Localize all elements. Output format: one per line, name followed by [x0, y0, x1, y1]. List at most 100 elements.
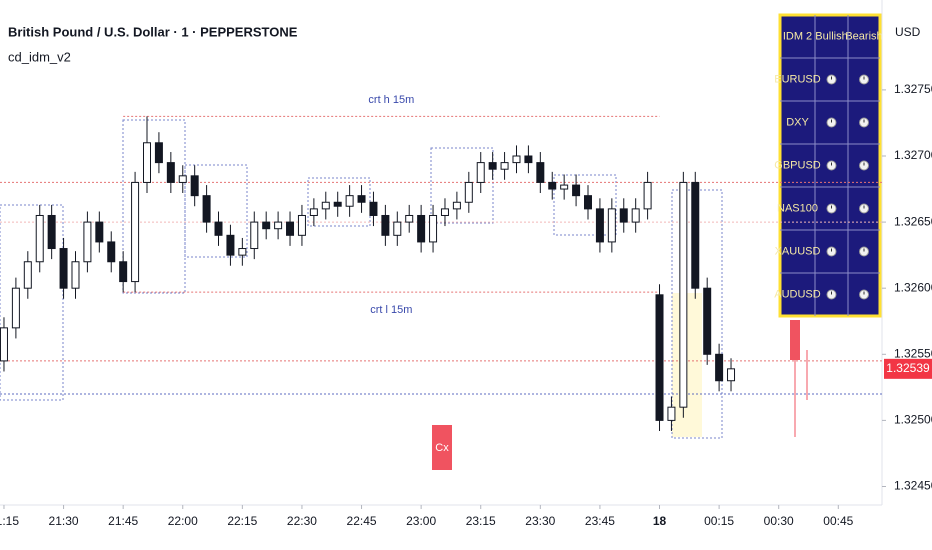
candle-body	[190, 175, 199, 197]
level-label: crt h 15m	[368, 94, 414, 106]
x-tick-label: 00:30	[764, 514, 794, 528]
candle-body	[584, 195, 592, 210]
candle-body	[595, 208, 604, 243]
currency: USD	[895, 25, 921, 39]
marker-box	[432, 425, 452, 470]
candle-body	[607, 208, 616, 243]
table-row-label: GBPUSD	[774, 159, 821, 171]
x-tick-label: 23:15	[466, 514, 496, 528]
table-row-label: XAUUSD	[775, 245, 821, 257]
candle-body	[333, 201, 342, 207]
x-tick-label: 22:15	[227, 514, 257, 528]
y-tick-label: 1.32550	[894, 346, 932, 360]
table-row-label: NAS100	[777, 202, 818, 214]
x-tick-label: 23:45	[585, 514, 615, 528]
signal-box	[790, 320, 800, 360]
candle-body	[488, 162, 497, 170]
table-header: IDM 2	[783, 30, 812, 42]
candle-body	[452, 201, 461, 210]
candle-body	[679, 181, 688, 408]
y-tick-label: 1.32450	[894, 479, 932, 493]
candle-body	[345, 195, 354, 207]
candle-body	[727, 368, 736, 382]
y-tick-label: 1.32600	[894, 280, 932, 294]
candle-body	[321, 201, 330, 210]
candle-body	[262, 221, 271, 230]
last-price-box	[884, 358, 932, 379]
candle-body	[619, 208, 628, 223]
table-row-label: EURUSD	[774, 73, 821, 85]
candle-body	[691, 181, 700, 289]
candle-body	[524, 155, 533, 164]
candle-body	[107, 241, 116, 263]
candle-body	[154, 142, 163, 164]
candle-body	[59, 248, 68, 289]
level-label: crt l 15m	[370, 304, 412, 316]
candle-body	[536, 162, 545, 183]
range-box	[122, 119, 186, 294]
candle-body	[464, 181, 473, 203]
candle-body	[417, 214, 426, 243]
candle-body	[369, 201, 378, 216]
range-box	[0, 204, 64, 401]
candle-body	[143, 142, 151, 183]
x-tick-label: 22:45	[347, 514, 377, 528]
candle-body	[71, 261, 80, 289]
candle-body	[715, 353, 724, 382]
x-tick-label: 22:30	[287, 514, 317, 528]
candle-body	[274, 221, 283, 230]
candle-body	[429, 214, 438, 243]
x-tick-label: 00:15	[704, 514, 734, 528]
candle-body	[655, 294, 664, 421]
table-row-label: DXY	[786, 116, 809, 128]
candle-body	[572, 184, 581, 197]
candle-body	[131, 181, 140, 283]
table-header: Bullish	[815, 30, 847, 42]
candle-body	[548, 181, 557, 190]
candle-body	[35, 214, 44, 263]
candle-body	[250, 221, 259, 250]
candle-body	[226, 234, 235, 256]
candle-body	[643, 181, 652, 210]
x-tick-label: 23:00	[406, 514, 436, 528]
y-tick-label: 1.32650	[894, 214, 932, 228]
y-tick-label: 1.32700	[894, 148, 932, 162]
candle-body	[512, 155, 521, 164]
candle-body	[47, 214, 56, 250]
candle-body	[178, 175, 187, 183]
candle-body	[119, 261, 128, 283]
candle-body	[297, 214, 306, 236]
candle-body	[440, 208, 449, 216]
candle-body	[703, 287, 712, 355]
x-tick-label: 22:00	[168, 514, 198, 528]
x-tick-label: 23:30	[525, 514, 555, 528]
candle-body	[476, 162, 485, 183]
table-row-label: AUDUSD	[774, 288, 821, 300]
y-tick-label: 1.32750	[894, 82, 932, 96]
candle-body	[381, 214, 390, 236]
candle-body	[95, 221, 104, 243]
candle-body	[202, 195, 211, 223]
last-price-label: 1.32539	[886, 361, 930, 375]
range-box	[430, 147, 494, 224]
x-tick-label: 21:45	[108, 514, 138, 528]
candle-body	[214, 221, 223, 236]
candle-body	[667, 406, 676, 421]
candle-body	[83, 221, 92, 263]
candle-body	[0, 327, 8, 362]
marker-label: Cx	[435, 442, 449, 454]
candle-body	[166, 162, 175, 183]
candle-body	[309, 208, 318, 216]
candle-body	[357, 195, 366, 203]
candle-body	[393, 221, 402, 236]
y-tick-label: 1.32500	[894, 413, 932, 427]
candle-body	[560, 184, 569, 190]
range-box	[553, 174, 617, 236]
x-tick-label: 21:30	[49, 514, 79, 528]
candle-body	[500, 162, 509, 170]
candle-body	[286, 221, 295, 236]
range-box	[184, 164, 248, 258]
